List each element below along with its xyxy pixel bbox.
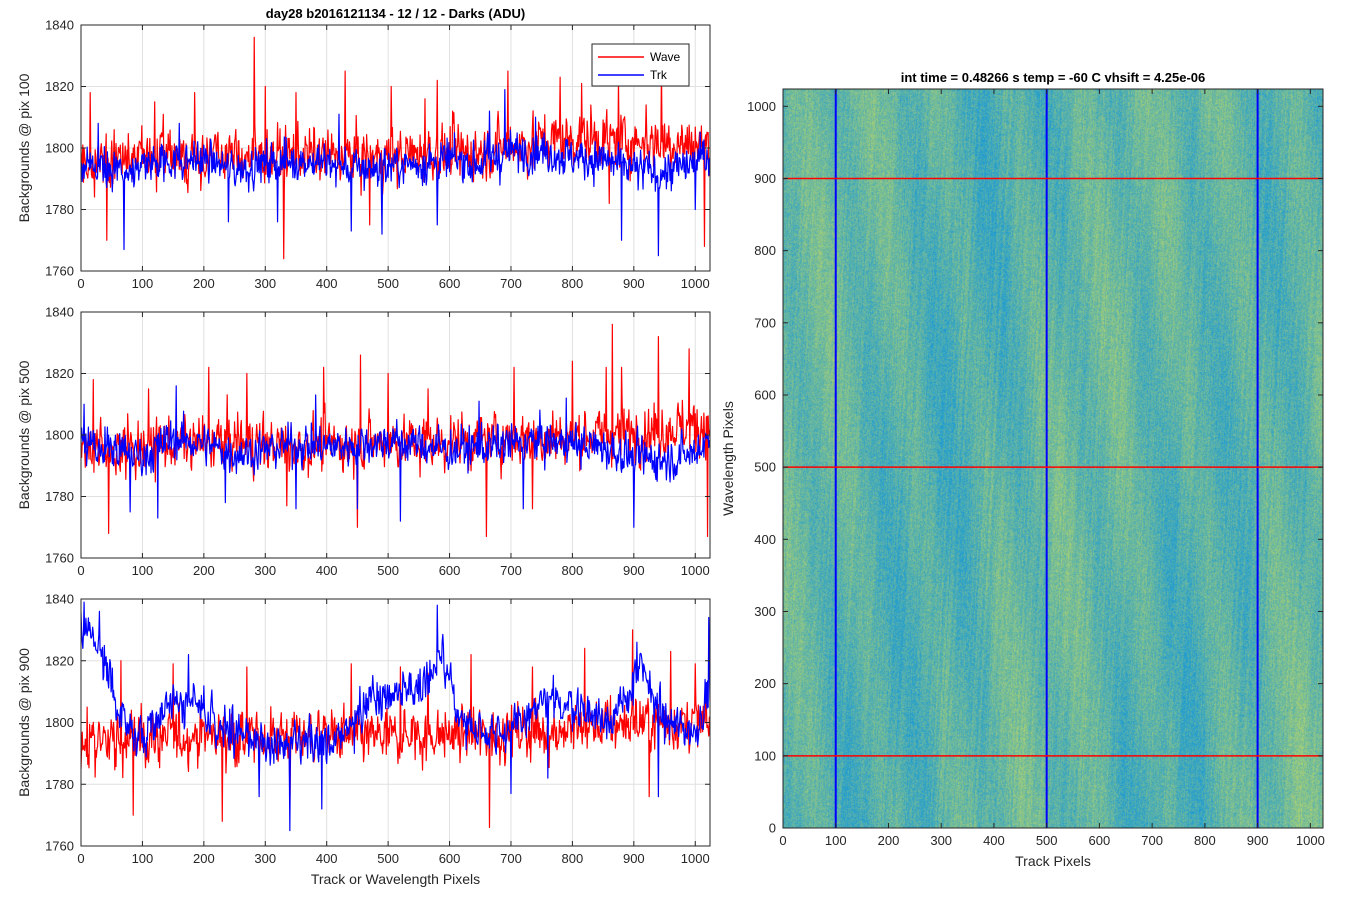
y-axis-label: Backgrounds @ pix 500 <box>16 360 32 509</box>
x-tick-label: 1000 <box>1296 833 1325 848</box>
x-tick-label: 800 <box>562 851 584 866</box>
x-tick-label: 400 <box>983 833 1005 848</box>
heatmap-plot: 0 100 200 300 400 500 600 700 800 900 1000 0 100 200 3… <box>720 70 1325 869</box>
x-tick-label: 200 <box>193 563 215 578</box>
x-tick-label: 600 <box>439 276 461 291</box>
y-tick-label: 1820 <box>45 366 74 381</box>
x-tick-label: 100 <box>132 276 154 291</box>
x-tick-label: 900 <box>623 851 645 866</box>
x-tick-label: 0 <box>77 851 84 866</box>
legend-label-wave: Wave <box>650 50 681 64</box>
x-tick-label: 200 <box>193 276 215 291</box>
x-tick-label: 300 <box>254 563 276 578</box>
axes-frame <box>782 88 1324 829</box>
y-tick-label: 400 <box>754 532 776 547</box>
x-tick-label: 400 <box>316 563 338 578</box>
x-tick-label: 700 <box>1141 833 1163 848</box>
line-plot-pix-900: 0 100 200 300 400 500 600 700 800 900 1000 1760 1780… <box>16 592 711 887</box>
y-tick-label: 1820 <box>45 79 74 94</box>
x-axis-label: Track Pixels <box>1015 853 1091 869</box>
y-tick-label: 1760 <box>45 551 74 566</box>
y-axis-label: Backgrounds @ pix 100 <box>16 73 32 222</box>
x-tick-label: 100 <box>132 851 154 866</box>
y-tick-label: 0 <box>769 821 776 836</box>
y-tick-label: 1800 <box>45 715 74 730</box>
x-tick-label: 0 <box>77 563 84 578</box>
y-tick-label: 500 <box>754 460 776 475</box>
y-tick-label: 1840 <box>45 305 74 320</box>
y-tick-label: 900 <box>754 171 776 186</box>
x-tick-label: 700 <box>500 563 522 578</box>
y-tick-label: 1780 <box>45 489 74 504</box>
x-axis-label: Track or Wavelength Pixels <box>311 871 480 887</box>
y-tick-label: 1840 <box>45 592 74 607</box>
x-tick-label: 500 <box>1036 833 1058 848</box>
y-tick-label: 1780 <box>45 777 74 792</box>
legend-box <box>591 43 690 87</box>
y-tick-label: 1820 <box>45 653 74 668</box>
y-tick-label: 300 <box>754 604 776 619</box>
x-tick-label: 900 <box>623 563 645 578</box>
y-tick-label: 700 <box>754 315 776 330</box>
x-tick-label: 800 <box>562 276 584 291</box>
line-plot-pix-500: 0 100 200 300 400 500 600 700 800 900 1000 1760 1780… <box>16 305 711 578</box>
x-tick-label: 0 <box>77 276 84 291</box>
x-tick-label: 300 <box>254 851 276 866</box>
x-tick-label: 600 <box>439 563 461 578</box>
chart-title: day28 b2016121134 - 12 / 12 - Darks (ADU… <box>266 6 525 21</box>
series-line-trk <box>81 385 710 528</box>
x-tick-label: 700 <box>500 276 522 291</box>
x-tick-label: 900 <box>623 276 645 291</box>
series-line-wave <box>81 629 710 829</box>
x-tick-label: 600 <box>439 851 461 866</box>
x-tick-label: 500 <box>377 563 399 578</box>
x-tick-label: 500 <box>377 276 399 291</box>
y-tick-label: 1760 <box>45 839 74 854</box>
x-tick-label: 700 <box>500 851 522 866</box>
x-tick-label: 800 <box>1194 833 1216 848</box>
x-tick-label: 400 <box>316 276 338 291</box>
y-tick-label: 1780 <box>45 202 74 217</box>
y-tick-label: 100 <box>754 748 776 763</box>
x-tick-label: 1000 <box>681 563 710 578</box>
x-tick-label: 400 <box>316 851 338 866</box>
y-tick-label: 1760 <box>45 264 74 279</box>
x-tick-label: 1000 <box>681 276 710 291</box>
x-tick-label: 900 <box>1247 833 1269 848</box>
y-axis-label: Wavelength Pixels <box>720 401 736 516</box>
x-tick-label: 100 <box>132 563 154 578</box>
x-tick-label: 1000 <box>681 851 710 866</box>
x-tick-label: 300 <box>930 833 952 848</box>
x-tick-label: 0 <box>779 833 786 848</box>
y-tick-label: 200 <box>754 676 776 691</box>
y-axis-label: Backgrounds @ pix 900 <box>16 648 32 797</box>
y-tick-label: 800 <box>754 243 776 258</box>
y-tick-label: 1000 <box>747 99 776 114</box>
x-tick-label: 800 <box>562 563 584 578</box>
y-tick-label: 1840 <box>45 18 74 33</box>
x-tick-label: 600 <box>1089 833 1111 848</box>
series-line-trk <box>81 88 710 257</box>
y-tick-label: 600 <box>754 387 776 402</box>
x-tick-label: 100 <box>825 833 847 848</box>
legend-label-trk: Trk <box>650 68 668 82</box>
x-tick-label: 200 <box>193 851 215 866</box>
y-tick-label: 1800 <box>45 428 74 443</box>
chart-title: int time = 0.48266 s temp = -60 C vhsift… <box>901 70 1206 85</box>
heatmap-image <box>783 89 1323 828</box>
y-tick-label: 1800 <box>45 141 74 156</box>
x-tick-label: 500 <box>377 851 399 866</box>
series-line-trk <box>81 601 710 832</box>
x-tick-label: 300 <box>254 276 276 291</box>
line-plot-pix-100: 0 100 200 300 400 500 600 700 800 900 1000 1760 1780… <box>16 6 711 291</box>
x-tick-label: 200 <box>878 833 900 848</box>
